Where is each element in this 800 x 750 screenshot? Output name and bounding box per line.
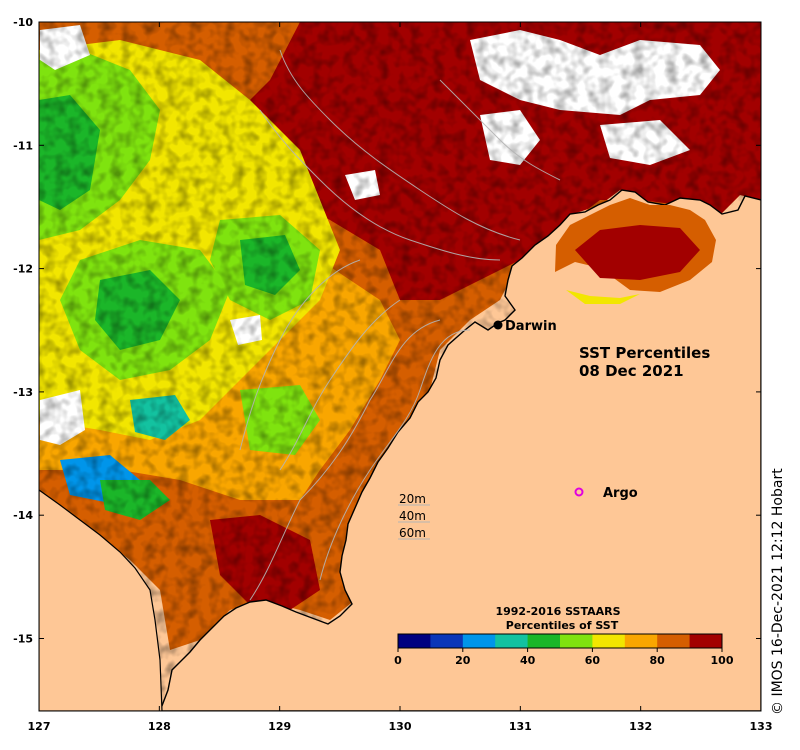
colorbar-title: 1992-2016 SSTAARS [495,605,620,618]
colorbar-swatch [592,634,626,648]
depth-label-40m: 40m [399,509,426,523]
x-tick-label: 130 [389,720,412,733]
x-tick-label: 131 [509,720,532,733]
y-axis-ticks: -10 -11 -12 -13 -14 -15 [13,16,761,646]
y-tick-label: -12 [13,263,33,276]
x-tick-label: 133 [750,720,773,733]
colorbar-ticks: 0 20 40 60 80 100 [394,648,734,667]
land-southwest [39,489,163,711]
colorbar [397,633,723,649]
colorbar-swatch [689,634,723,648]
y-tick-label: -11 [13,139,33,152]
y-tick-label: -15 [13,633,33,646]
y-tick-label: -14 [13,509,33,522]
depth-legend [398,504,430,540]
colorbar-tick-label: 20 [455,654,471,667]
x-tick-label: 128 [148,720,171,733]
colorbar-swatch [657,634,691,648]
y-tick-label: -10 [13,16,33,29]
sst-ocean-field [39,22,761,711]
colorbar-tick-label: 80 [650,654,666,667]
copyright-credit: © IMOS 16-Dec-2021 12:12 Hobart [770,468,786,715]
depth-label-20m: 20m [399,492,426,506]
x-tick-label: 132 [629,720,652,733]
darwin-label: Darwin [505,319,557,334]
colorbar-swatch [624,634,658,648]
argo-label: Argo [603,486,638,501]
colorbar-swatch [462,634,496,648]
colorbar-subtitle: Percentiles of SST [506,619,619,632]
argo-marker [574,487,584,497]
land-mass [159,189,761,711]
bathymetry-contours [239,49,561,601]
x-tick-label: 127 [28,720,51,733]
colorbar-swatch [560,634,593,648]
colorbar-swatch [527,634,561,648]
colorbar-tick-label: 60 [585,654,601,667]
darwin-marker [493,320,503,330]
colorbar-swatch [430,634,464,648]
x-tick-label: 129 [268,720,291,733]
x-axis-ticks: 127 128 129 130 131 132 133 [28,22,773,733]
map-title: SST Percentiles [579,344,710,362]
colorbar-swatch [495,634,529,648]
colorbar-tick-label: 40 [520,654,536,667]
y-tick-label: -13 [13,386,33,399]
colorbar-tick-label: 0 [394,654,402,667]
colorbar-tick-label: 100 [711,654,734,667]
map-date: 08 Dec 2021 [579,362,684,380]
depth-label-60m: 60m [399,526,426,540]
colorbar-frame [397,633,723,649]
colorbar-swatch [398,634,431,648]
